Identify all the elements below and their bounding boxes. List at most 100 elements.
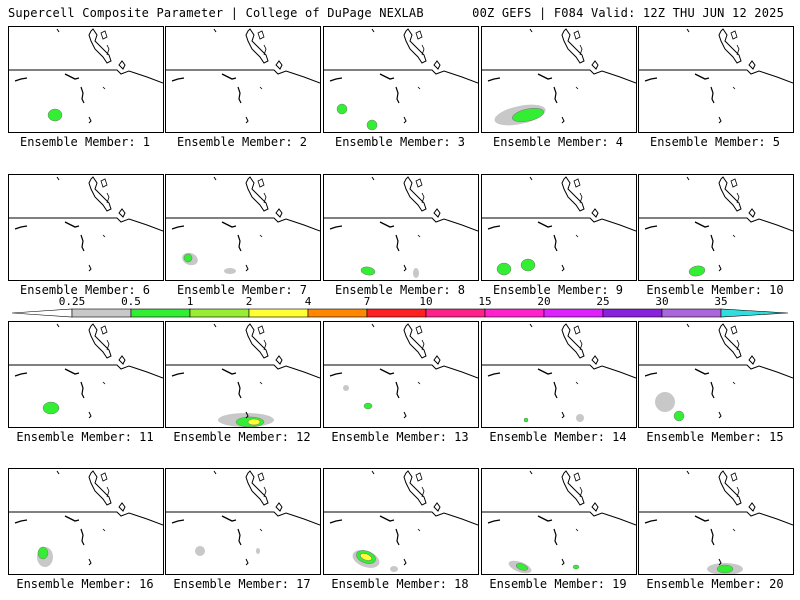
basemap-line bbox=[403, 323, 427, 359]
basemap-line bbox=[482, 511, 636, 526]
basemap-line bbox=[166, 511, 320, 526]
member-map-9 bbox=[482, 176, 636, 276]
basemap-line bbox=[537, 73, 553, 80]
scp-contour-green bbox=[363, 402, 373, 410]
basemap-line bbox=[14, 519, 28, 524]
basemap-line bbox=[263, 44, 267, 56]
basemap-line bbox=[421, 486, 425, 498]
basemap-line bbox=[237, 234, 242, 252]
basemap-line bbox=[415, 178, 423, 188]
basemap-line bbox=[257, 472, 265, 482]
basemap-line bbox=[213, 28, 217, 33]
basemap-line bbox=[395, 528, 400, 546]
basemap-line bbox=[421, 192, 425, 204]
member-panel-17[interactable] bbox=[165, 468, 321, 575]
member-panel-9[interactable] bbox=[481, 174, 637, 281]
member-panel-2[interactable] bbox=[165, 26, 321, 133]
member-map-1 bbox=[9, 28, 163, 124]
scp-contour-green bbox=[572, 564, 580, 570]
basemap-line bbox=[561, 176, 585, 212]
basemap-line bbox=[718, 323, 742, 359]
basemap-line bbox=[710, 234, 715, 252]
basemap-line bbox=[694, 221, 710, 228]
basemap-line bbox=[100, 472, 108, 482]
member-panel-5[interactable] bbox=[638, 26, 794, 133]
member-label-9: Ensemble Member: 9 bbox=[492, 283, 624, 297]
basemap-line bbox=[529, 28, 533, 33]
basemap-line bbox=[56, 470, 60, 475]
basemap-line bbox=[730, 178, 738, 188]
basemap-line bbox=[591, 208, 599, 218]
member-label-12: Ensemble Member: 12 bbox=[173, 430, 311, 444]
colorbar-arrow-right bbox=[720, 308, 788, 318]
basemap-line bbox=[415, 30, 423, 40]
member-panel-20[interactable] bbox=[638, 468, 794, 575]
basemap-line bbox=[395, 86, 400, 104]
member-panel-16[interactable] bbox=[8, 468, 164, 575]
member-panel-6[interactable] bbox=[8, 174, 164, 281]
basemap-line bbox=[718, 558, 722, 566]
member-panel-18[interactable] bbox=[323, 468, 479, 575]
basemap-line bbox=[561, 28, 585, 64]
basemap-line bbox=[575, 234, 579, 238]
basemap-line bbox=[403, 116, 407, 124]
member-panel-15[interactable] bbox=[638, 321, 794, 428]
member-panel-1[interactable] bbox=[8, 26, 164, 133]
basemap-line bbox=[644, 225, 658, 230]
basemap-line bbox=[14, 225, 28, 230]
colorbar-tick-label: 0.5 bbox=[121, 295, 141, 308]
basemap-line bbox=[694, 73, 710, 80]
basemap-line bbox=[417, 234, 421, 238]
basemap-line bbox=[415, 325, 423, 335]
basemap-line bbox=[732, 234, 736, 238]
basemap-line bbox=[9, 364, 163, 379]
title-left: Supercell Composite Parameter | College … bbox=[8, 6, 424, 20]
member-panel-13[interactable] bbox=[323, 321, 479, 428]
member-label-14: Ensemble Member: 14 bbox=[489, 430, 627, 444]
colorbar-segment bbox=[543, 308, 604, 318]
member-panel-14[interactable] bbox=[481, 321, 637, 428]
colorbar-segment bbox=[661, 308, 722, 318]
member-map-13 bbox=[324, 323, 478, 419]
member-panel-10[interactable] bbox=[638, 174, 794, 281]
member-panel-12[interactable] bbox=[165, 321, 321, 428]
scp-contour-yellow bbox=[247, 418, 261, 426]
basemap-line bbox=[561, 470, 585, 506]
basemap-line bbox=[88, 176, 112, 212]
basemap-line bbox=[102, 381, 106, 385]
member-map-15 bbox=[639, 323, 793, 422]
basemap-line bbox=[324, 69, 478, 84]
member-panel-3[interactable] bbox=[323, 26, 479, 133]
member-panel-7[interactable] bbox=[165, 174, 321, 281]
basemap-line bbox=[9, 69, 163, 84]
color-scale-bar bbox=[12, 308, 788, 318]
basemap-line bbox=[553, 528, 558, 546]
colorbar-tick-label: 0.25 bbox=[58, 295, 86, 308]
basemap-line bbox=[736, 44, 740, 56]
basemap-line bbox=[80, 381, 85, 399]
scp-contour-green bbox=[47, 108, 63, 122]
member-panel-4[interactable] bbox=[481, 26, 637, 133]
member-map-6 bbox=[9, 176, 163, 272]
colorbar-segment bbox=[248, 308, 309, 318]
member-panel-11[interactable] bbox=[8, 321, 164, 428]
basemap-line bbox=[329, 225, 343, 230]
basemap-line bbox=[166, 69, 320, 84]
basemap-line bbox=[730, 30, 738, 40]
member-map-19 bbox=[482, 470, 636, 574]
basemap-line bbox=[171, 225, 185, 230]
basemap-line bbox=[371, 323, 375, 328]
member-panel-19[interactable] bbox=[481, 468, 637, 575]
basemap-line bbox=[732, 381, 736, 385]
basemap-line bbox=[106, 486, 110, 498]
scp-contour-green bbox=[716, 564, 734, 574]
basemap-line bbox=[730, 325, 738, 335]
basemap-line bbox=[537, 221, 553, 228]
basemap-line bbox=[748, 355, 756, 365]
scp-contour-light bbox=[576, 414, 584, 422]
basemap-line bbox=[732, 86, 736, 90]
basemap-line bbox=[88, 116, 92, 124]
basemap-line bbox=[694, 368, 710, 375]
colorbar-segment bbox=[307, 308, 368, 318]
member-panel-8[interactable] bbox=[323, 174, 479, 281]
